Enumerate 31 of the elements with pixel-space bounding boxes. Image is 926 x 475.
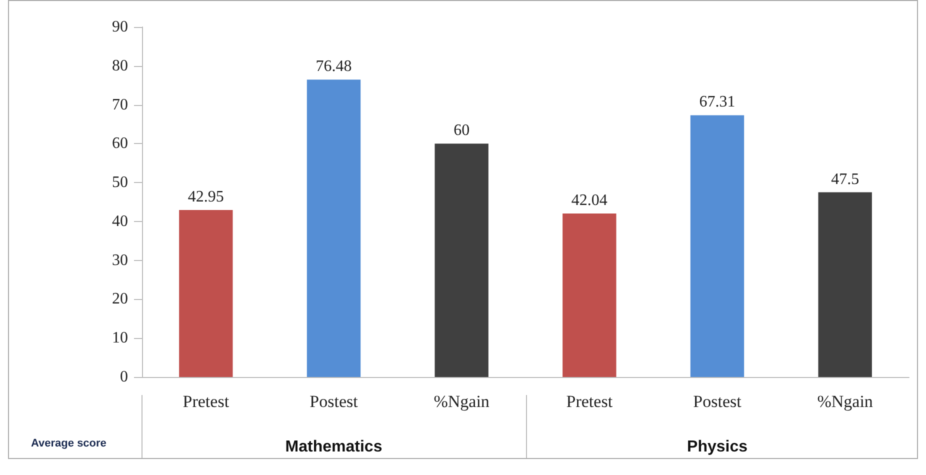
data-label: 76.48 [316, 58, 352, 76]
bar [818, 192, 872, 377]
bar [690, 115, 744, 377]
x-tick-label: Postest [310, 392, 358, 411]
y-tick-label: 0 [120, 368, 128, 386]
x-tick-label: Postest [693, 392, 742, 411]
x-tick-label: %Ngain [817, 392, 874, 411]
bar [434, 144, 488, 377]
bar [562, 214, 616, 377]
y-tick-label: 10 [112, 330, 128, 347]
data-label: 60 [454, 122, 470, 140]
data-label: 42.04 [571, 192, 608, 210]
text: Average score [31, 438, 106, 450]
data-label: 67.31 [699, 94, 736, 111]
y-tick-label: 60 [112, 135, 128, 152]
text: Physics [687, 438, 748, 456]
x-tick-label: Pretest [182, 392, 230, 411]
text: Mathematics [285, 438, 382, 456]
data-label: 47.5 [831, 170, 860, 188]
y-tick-label: 70 [112, 96, 128, 114]
y-tick-label: 50 [112, 174, 128, 192]
y-tick-label: 90 [112, 18, 128, 36]
data-label: 42.95 [188, 188, 224, 206]
y-tick-label: 30 [112, 252, 128, 269]
x-tick-label: Pretest [566, 392, 613, 411]
y-tick-label: 20 [112, 290, 128, 308]
bar [306, 80, 361, 377]
y-tick-label: 40 [112, 212, 128, 230]
x-tick-label: %Ngain [434, 392, 490, 411]
y-tick-label: 80 [112, 57, 128, 74]
bar [179, 210, 233, 377]
